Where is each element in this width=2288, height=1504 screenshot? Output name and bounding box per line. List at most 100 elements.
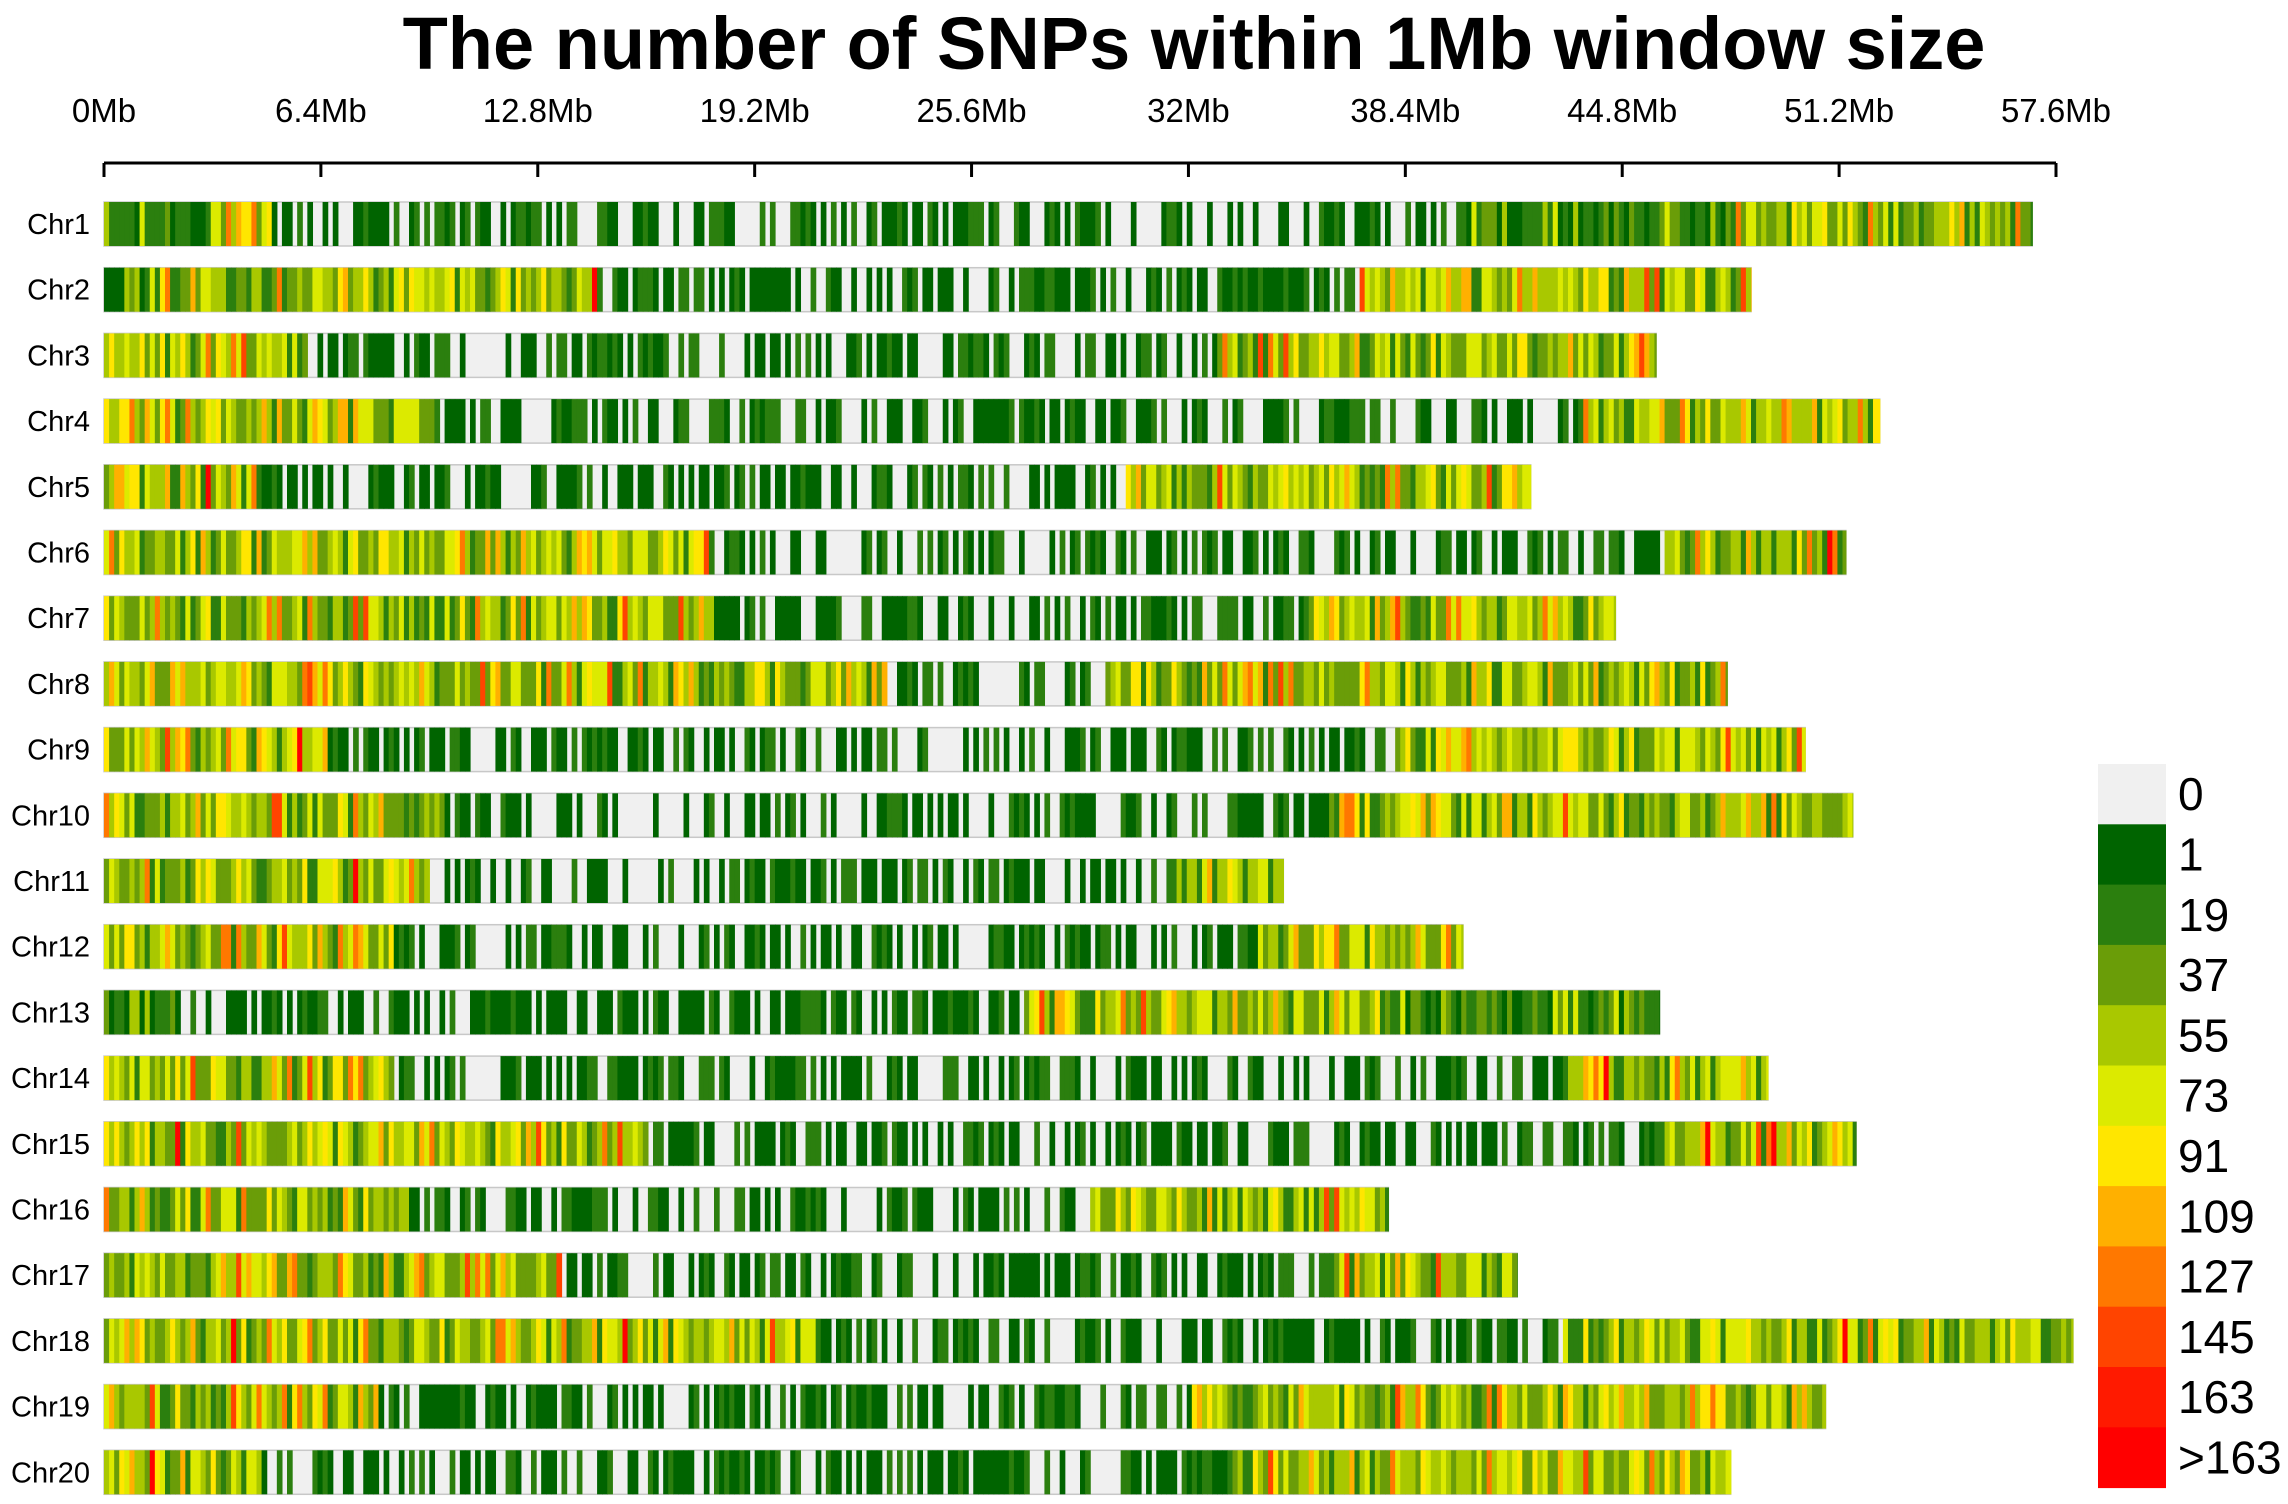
density-window bbox=[1766, 1121, 1772, 1166]
density-window bbox=[983, 1056, 990, 1101]
density-window bbox=[1740, 1318, 1747, 1363]
density-window bbox=[1740, 1056, 1747, 1101]
density-window bbox=[266, 1056, 273, 1101]
density-window bbox=[810, 1384, 817, 1429]
density-window bbox=[1517, 464, 1523, 509]
density-window bbox=[353, 530, 359, 575]
density-window bbox=[937, 793, 944, 838]
density-window bbox=[231, 1187, 237, 1232]
density-window bbox=[449, 267, 456, 312]
density-window bbox=[876, 333, 883, 378]
density-window bbox=[159, 1121, 166, 1166]
density-window bbox=[1313, 1187, 1320, 1232]
density-window bbox=[1883, 202, 1889, 246]
density-window bbox=[561, 333, 568, 378]
density-window bbox=[525, 1384, 532, 1429]
density-window bbox=[653, 202, 659, 246]
density-window bbox=[342, 596, 349, 641]
chart-title: The number of SNPs within 1Mb window siz… bbox=[402, 2, 1986, 85]
density-window bbox=[1247, 596, 1254, 641]
density-window bbox=[1344, 1318, 1351, 1363]
density-window bbox=[551, 1384, 558, 1429]
density-window bbox=[1476, 1056, 1483, 1101]
density-window bbox=[337, 1187, 344, 1232]
density-window bbox=[1481, 990, 1488, 1035]
density-window bbox=[1466, 1121, 1473, 1166]
density-window bbox=[1440, 333, 1447, 378]
density-window bbox=[1019, 399, 1025, 444]
density-window bbox=[1557, 793, 1564, 838]
density-window bbox=[297, 399, 303, 444]
density-window bbox=[1700, 1056, 1706, 1101]
density-window bbox=[734, 661, 741, 706]
density-window bbox=[1430, 924, 1437, 969]
density-window bbox=[698, 530, 705, 575]
density-window bbox=[210, 1253, 217, 1298]
density-window bbox=[1517, 1384, 1523, 1429]
density-window bbox=[1720, 1121, 1727, 1166]
density-window bbox=[1756, 399, 1762, 444]
density-window bbox=[175, 596, 181, 641]
density-window bbox=[449, 1450, 456, 1495]
density-window bbox=[215, 1450, 222, 1495]
density-window bbox=[144, 530, 151, 575]
density-window bbox=[617, 990, 624, 1035]
density-window bbox=[790, 1318, 796, 1363]
density-window bbox=[1461, 1253, 1467, 1298]
legend-label-9: 145 bbox=[2178, 1311, 2255, 1363]
x-tick-label-9: 57.6Mb bbox=[2001, 92, 2111, 129]
density-window bbox=[378, 333, 385, 378]
density-window bbox=[353, 727, 359, 772]
density-window bbox=[703, 530, 710, 575]
density-window bbox=[1339, 530, 1345, 575]
density-window bbox=[1013, 1253, 1020, 1298]
density-window bbox=[434, 267, 441, 312]
density-window bbox=[719, 661, 725, 706]
density-window bbox=[973, 1318, 979, 1363]
density-window bbox=[1837, 202, 1844, 246]
density-window bbox=[1390, 1253, 1396, 1298]
density-window bbox=[1888, 1318, 1894, 1363]
density-window bbox=[170, 727, 176, 772]
density-window bbox=[1649, 1121, 1656, 1166]
density-window bbox=[1710, 1318, 1717, 1363]
density-window bbox=[383, 859, 390, 903]
density-window bbox=[1400, 1450, 1406, 1495]
density-window bbox=[1715, 530, 1722, 575]
density-window bbox=[1395, 661, 1401, 706]
density-window bbox=[1720, 1450, 1727, 1495]
density-window bbox=[1298, 1121, 1305, 1166]
density-window bbox=[1562, 1450, 1569, 1495]
density-window bbox=[1867, 1318, 1874, 1363]
density-window bbox=[1761, 1056, 1767, 1101]
density-window bbox=[683, 596, 690, 641]
density-window bbox=[1324, 1384, 1330, 1429]
density-window bbox=[714, 399, 720, 444]
density-window bbox=[749, 1187, 756, 1232]
density-window bbox=[1135, 1056, 1142, 1101]
density-window bbox=[261, 727, 268, 772]
density-window bbox=[1847, 793, 1854, 838]
density-window bbox=[1298, 333, 1305, 378]
density-window bbox=[714, 924, 720, 969]
density-window bbox=[444, 793, 451, 838]
density-window bbox=[205, 596, 212, 641]
density-window bbox=[912, 1187, 918, 1232]
density-window bbox=[663, 333, 669, 378]
density-window bbox=[251, 990, 258, 1035]
density-window bbox=[1125, 1318, 1132, 1363]
density-window bbox=[1608, 267, 1615, 312]
density-window bbox=[1913, 202, 1920, 246]
density-window bbox=[1074, 1253, 1081, 1298]
density-window bbox=[1537, 990, 1544, 1035]
density-window bbox=[419, 859, 425, 903]
density-window bbox=[292, 333, 298, 378]
density-window bbox=[1166, 1450, 1173, 1495]
density-window bbox=[246, 924, 253, 969]
density-window bbox=[978, 1384, 985, 1429]
density-window bbox=[973, 333, 979, 378]
density-window bbox=[556, 267, 563, 312]
density-window bbox=[769, 1450, 776, 1495]
density-window bbox=[363, 924, 369, 969]
density-window bbox=[1679, 399, 1686, 444]
